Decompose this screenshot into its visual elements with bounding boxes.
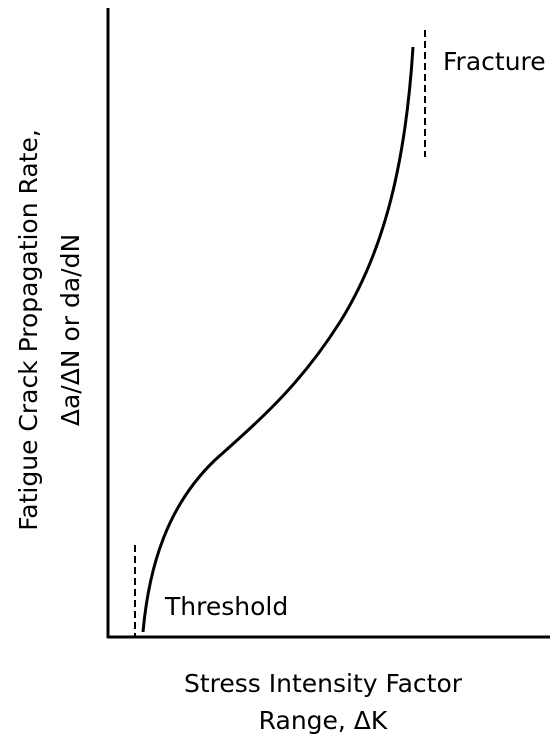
y-axis-label: Fatigue Crack Propagation Rate, (14, 129, 43, 531)
crack-growth-curve (141, 46, 415, 633)
x-axis-label: Stress Intensity Factor (184, 669, 463, 698)
fracture-label: Fracture (443, 47, 546, 76)
threshold-label: Threshold (164, 592, 288, 621)
x-axis-label: Range, ΔK (259, 706, 388, 735)
y-axis-label: Δa/ΔN or da/dN (56, 234, 85, 426)
